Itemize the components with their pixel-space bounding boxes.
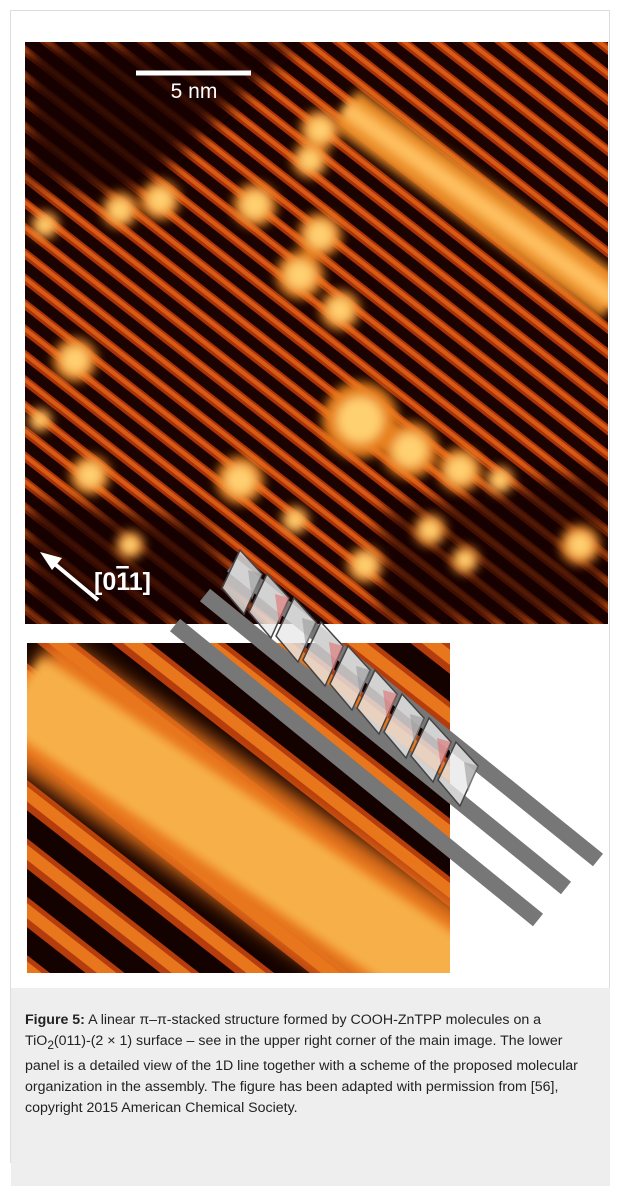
figure-image: 5 nm [011] (0, 0, 620, 986)
molecule-blob (122, 537, 139, 554)
molecule-blob (242, 192, 268, 218)
molecule-blob (568, 533, 592, 557)
caption: Figure 5: A linear π–π-stacked structure… (11, 988, 610, 1186)
molecule-blob (287, 512, 304, 529)
molecule-blob (492, 472, 509, 489)
molecule-blob (226, 466, 255, 495)
molecule-blob (308, 118, 332, 142)
molecule-blob (62, 347, 88, 373)
main-stm-image: 5 nm [011] (25, 42, 615, 624)
molecule-blob (354, 554, 376, 576)
molecule-blob (299, 149, 321, 171)
caption-text: (011)-(2 × 1) surface – see in the upper… (25, 1033, 578, 1116)
caption-subscript: 2 (47, 1038, 54, 1052)
molecule-blob (393, 433, 427, 467)
caption-label: Figure 5: (25, 1012, 85, 1028)
molecule-blob (148, 188, 172, 212)
direction-label: [011] (94, 568, 151, 596)
molecule-blob (286, 261, 315, 290)
molecule-blob (447, 457, 473, 483)
direction-suffix: 1] (129, 568, 151, 596)
page: 5 nm [011] Figure 5: A linear π–π-stacke… (0, 0, 620, 1164)
molecule-blob (457, 552, 474, 569)
molecule-blob (33, 413, 47, 427)
molecule-blob (328, 298, 352, 322)
molecule-blob (37, 217, 54, 234)
molecule-blob (337, 397, 383, 443)
molecule-blob (78, 463, 102, 487)
molecule-blob (307, 222, 333, 248)
molecule-blob (109, 199, 131, 221)
scale-bar-label: 5 nm (171, 80, 218, 103)
direction-prefix: [0 (94, 568, 116, 596)
molecule-blob (420, 520, 439, 539)
